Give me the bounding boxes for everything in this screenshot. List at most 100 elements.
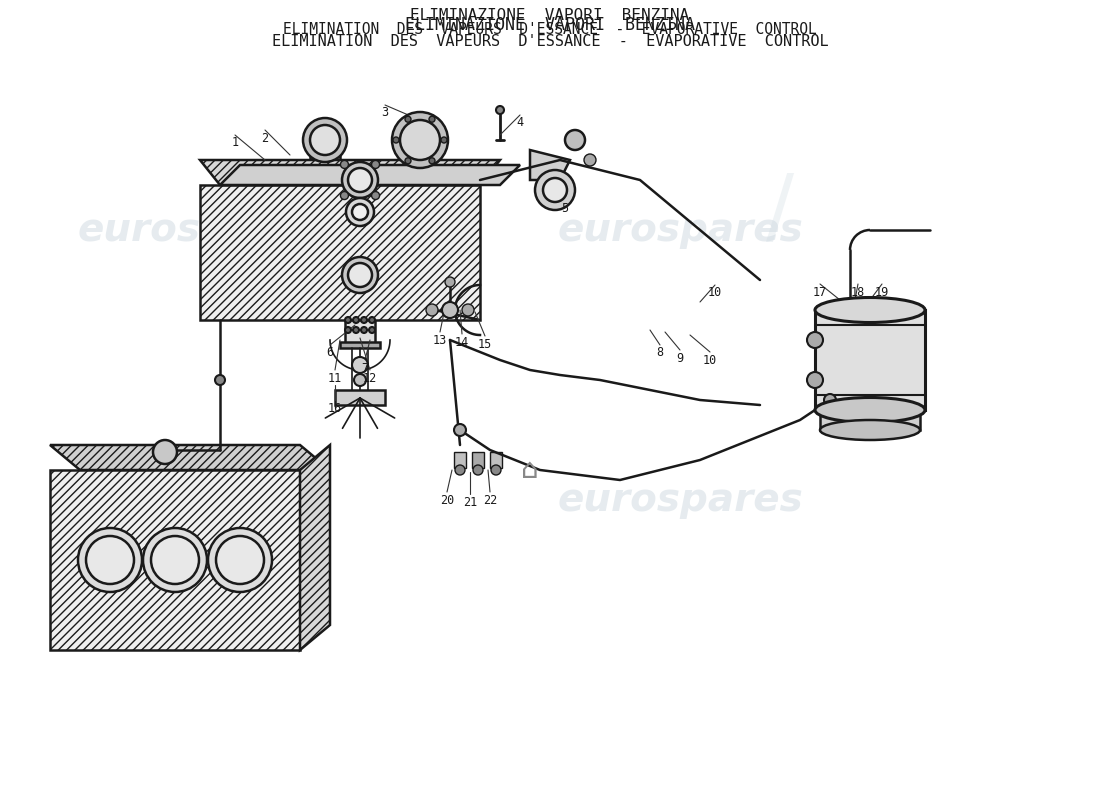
- Circle shape: [346, 198, 374, 226]
- Circle shape: [368, 317, 375, 323]
- Circle shape: [354, 374, 366, 386]
- Text: 6: 6: [327, 346, 333, 359]
- Text: eurospares: eurospares: [557, 211, 803, 249]
- Bar: [434, 302, 465, 318]
- Circle shape: [473, 465, 483, 475]
- Polygon shape: [530, 150, 570, 180]
- Polygon shape: [50, 445, 330, 470]
- Bar: [815, 310, 925, 410]
- Circle shape: [393, 137, 399, 143]
- Circle shape: [496, 106, 504, 114]
- Circle shape: [372, 161, 379, 169]
- Bar: [336, 390, 385, 405]
- Circle shape: [824, 394, 836, 406]
- Polygon shape: [200, 160, 500, 185]
- Circle shape: [353, 327, 359, 333]
- Text: /: /: [266, 170, 294, 250]
- Ellipse shape: [815, 398, 925, 422]
- Circle shape: [405, 158, 411, 164]
- Circle shape: [446, 277, 455, 287]
- Text: 14: 14: [455, 335, 469, 349]
- Circle shape: [372, 191, 379, 199]
- Circle shape: [807, 332, 823, 348]
- Circle shape: [310, 125, 340, 155]
- Text: 21: 21: [463, 495, 477, 509]
- Circle shape: [348, 263, 372, 287]
- Circle shape: [454, 424, 466, 436]
- Circle shape: [426, 304, 438, 316]
- Text: 22: 22: [483, 494, 497, 506]
- Text: 3: 3: [382, 106, 388, 119]
- Text: 7: 7: [362, 362, 369, 374]
- Text: 16: 16: [328, 402, 342, 414]
- Bar: [820, 408, 920, 430]
- Circle shape: [345, 327, 351, 333]
- Bar: [454, 452, 466, 468]
- Text: 10: 10: [703, 354, 717, 366]
- Polygon shape: [50, 470, 300, 650]
- Text: 12: 12: [363, 371, 377, 385]
- Text: eurospares: eurospares: [557, 481, 803, 519]
- Text: 19: 19: [874, 286, 889, 298]
- Circle shape: [584, 154, 596, 166]
- Text: 17: 17: [813, 286, 827, 298]
- Text: 1: 1: [231, 137, 239, 150]
- Text: 5: 5: [561, 202, 569, 214]
- Text: 9: 9: [676, 351, 683, 365]
- Bar: [345, 275, 375, 345]
- Circle shape: [807, 372, 823, 388]
- Text: /: /: [766, 170, 794, 250]
- Circle shape: [78, 528, 142, 592]
- Text: 8: 8: [657, 346, 663, 359]
- Circle shape: [361, 317, 367, 323]
- Text: 11: 11: [328, 371, 342, 385]
- Ellipse shape: [815, 298, 925, 322]
- Bar: [395, 180, 446, 192]
- Text: eurospares: eurospares: [77, 481, 323, 519]
- Circle shape: [565, 130, 585, 150]
- Ellipse shape: [820, 420, 920, 440]
- Circle shape: [208, 528, 272, 592]
- Text: 13: 13: [433, 334, 447, 346]
- Circle shape: [342, 257, 378, 293]
- Circle shape: [153, 440, 177, 464]
- Bar: [340, 342, 379, 348]
- Text: ELIMINATION  DES  VAPEURS  D'ESSANCE  -  EVAPORATIVE  CONTROL: ELIMINATION DES VAPEURS D'ESSANCE - EVAP…: [272, 34, 828, 50]
- Circle shape: [352, 204, 368, 220]
- Circle shape: [302, 118, 346, 162]
- Circle shape: [442, 302, 458, 318]
- Text: 2: 2: [262, 131, 268, 145]
- Text: 20: 20: [440, 494, 454, 506]
- Circle shape: [361, 327, 367, 333]
- Text: 15: 15: [477, 338, 492, 350]
- Circle shape: [429, 158, 434, 164]
- Bar: [310, 140, 340, 165]
- Bar: [155, 455, 175, 470]
- Text: ELIMINAZIONE  VAPORI  BENZINA: ELIMINAZIONE VAPORI BENZINA: [405, 16, 695, 34]
- Circle shape: [86, 536, 134, 584]
- Circle shape: [455, 465, 465, 475]
- Text: 4: 4: [516, 117, 524, 130]
- Circle shape: [491, 465, 501, 475]
- Circle shape: [340, 191, 349, 199]
- Text: 18: 18: [851, 286, 865, 298]
- Circle shape: [348, 168, 372, 192]
- Circle shape: [392, 112, 448, 168]
- Polygon shape: [220, 165, 520, 185]
- Circle shape: [405, 116, 411, 122]
- Circle shape: [216, 536, 264, 584]
- Bar: [400, 165, 440, 180]
- Circle shape: [342, 162, 378, 198]
- Text: ELIMINATION  DES  VAPEURS  D'ESSANCE  -  EVAPORATIVE  CONTROL: ELIMINATION DES VAPEURS D'ESSANCE - EVAP…: [283, 22, 817, 38]
- Circle shape: [345, 317, 351, 323]
- Text: eurospares: eurospares: [77, 211, 323, 249]
- Text: ELIMINAZIONE  VAPORI  BENZINA: ELIMINAZIONE VAPORI BENZINA: [410, 7, 690, 22]
- Circle shape: [462, 304, 474, 316]
- Polygon shape: [300, 445, 330, 650]
- Circle shape: [352, 357, 368, 373]
- Bar: [472, 452, 484, 468]
- Polygon shape: [200, 185, 480, 320]
- Text: ⌂: ⌂: [521, 456, 539, 484]
- Bar: [490, 452, 502, 468]
- Circle shape: [353, 317, 359, 323]
